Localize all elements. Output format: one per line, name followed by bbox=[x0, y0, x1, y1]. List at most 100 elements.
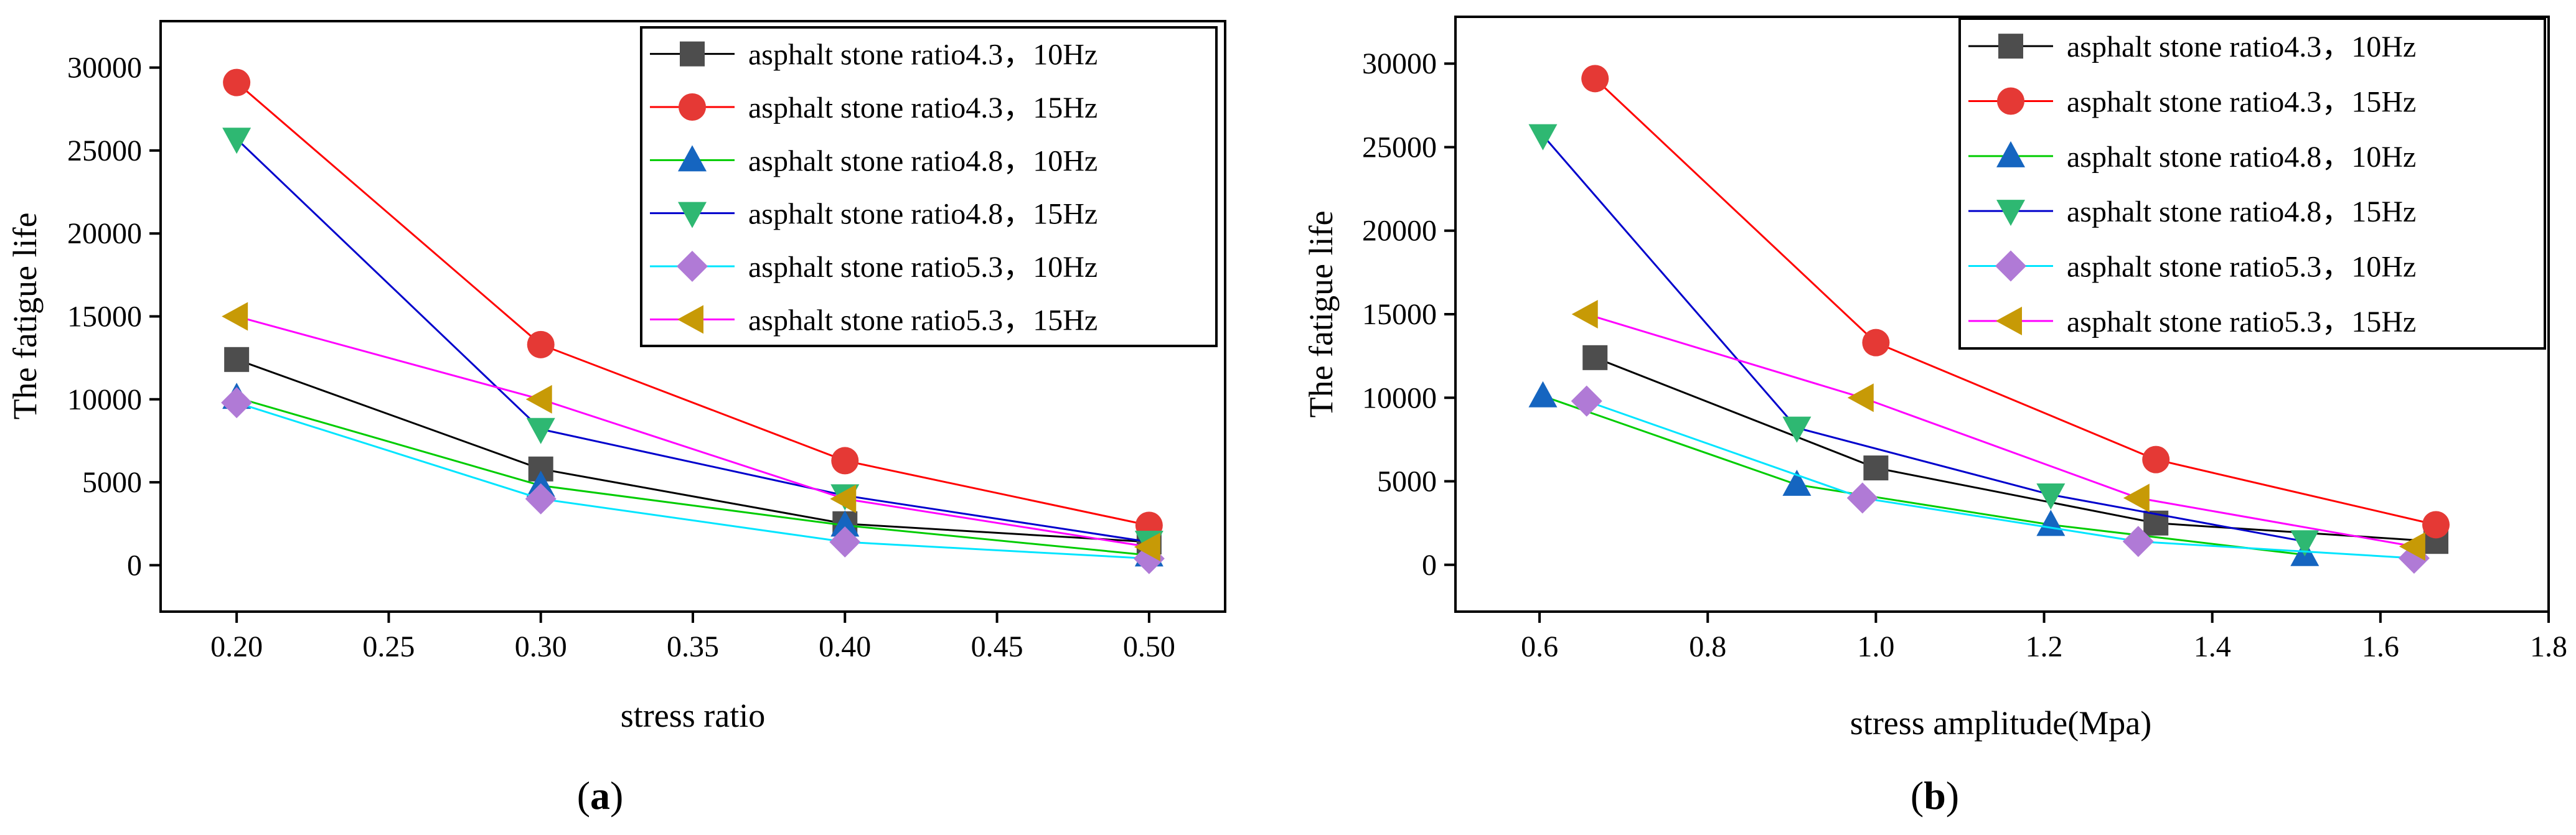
data-point bbox=[2142, 445, 2170, 473]
x-tick-label: 1.2 bbox=[2026, 630, 2063, 663]
data-point bbox=[222, 128, 251, 154]
legend-label: asphalt stone ratio5.3，15Hz bbox=[2067, 306, 2416, 338]
legend-box bbox=[640, 26, 1218, 347]
legend-marker bbox=[677, 251, 708, 282]
series-3 bbox=[1528, 381, 2320, 566]
data-point bbox=[1571, 300, 1598, 329]
legend-item: asphalt stone ratio4.3，10Hz bbox=[650, 39, 1098, 72]
y-tick-label: 5000 bbox=[1377, 465, 1437, 498]
x-tick-label: 0.35 bbox=[667, 630, 719, 663]
series-2 bbox=[223, 68, 1163, 539]
legend-label: asphalt stone ratio5.3，10Hz bbox=[748, 251, 1098, 284]
chart-panel-a: 0.20 0.25 0.30 0.35 0.40 0.45 0.50 0 5000 10000 15… bbox=[6, 20, 1226, 818]
x-tick-label: 0.30 bbox=[515, 630, 567, 663]
x-tick-label: 0.8 bbox=[1689, 630, 1726, 663]
panel-label: (b) bbox=[1911, 773, 1959, 818]
series-5 bbox=[221, 387, 1165, 574]
legend-label: asphalt stone ratio4.3，15Hz bbox=[748, 91, 1098, 124]
x-tick-label: 1.4 bbox=[2194, 630, 2231, 663]
data-point bbox=[2290, 530, 2320, 557]
legend-marker bbox=[1996, 306, 2022, 335]
x-axis-title: stress ratio bbox=[621, 697, 765, 734]
y-tick-label: 25000 bbox=[1362, 131, 1437, 164]
x-tick-label: 0.45 bbox=[971, 630, 1023, 663]
y-tick-label: 0 bbox=[127, 549, 142, 582]
legend-item: asphalt stone ratio4.3，15Hz bbox=[650, 91, 1098, 124]
series-line bbox=[236, 401, 1149, 560]
legend-label: asphalt stone ratio4.3，10Hz bbox=[2067, 30, 2416, 63]
series-line bbox=[1542, 134, 2305, 543]
x-axis-title: stress amplitude(Mpa) bbox=[1850, 704, 2151, 742]
legend-marker bbox=[1998, 34, 2023, 59]
legend-item: asphalt stone ratio4.8，10Hz bbox=[650, 144, 1098, 177]
series-line bbox=[1586, 400, 2414, 559]
y-tick-label: 0 bbox=[1422, 549, 1437, 582]
panel-label: (a) bbox=[577, 773, 624, 818]
series-line bbox=[1586, 313, 2415, 548]
series-6 bbox=[222, 302, 1160, 562]
series-line bbox=[236, 396, 1150, 556]
legend-box bbox=[1958, 17, 2546, 350]
data-point bbox=[1847, 383, 1874, 413]
legend-marker bbox=[679, 93, 706, 121]
series-line bbox=[236, 315, 1150, 548]
legend-label: asphalt stone ratio4.8，10Hz bbox=[748, 144, 1098, 177]
series-line bbox=[1594, 357, 2437, 543]
legend-marker bbox=[680, 41, 705, 67]
x-tick-label: 1.6 bbox=[2362, 630, 2399, 663]
x-tick-label: 0.40 bbox=[819, 630, 871, 663]
y-tick-label: 5000 bbox=[82, 466, 142, 499]
data-point bbox=[1571, 385, 1602, 417]
y-tick-label: 10000 bbox=[67, 383, 142, 416]
legend-marker bbox=[677, 305, 703, 334]
series-3 bbox=[222, 383, 1163, 567]
chart-panel-b: 0.6 0.8 1.0 1.2 1.4 1.6 1.8 0 5000 10000 15000 2000… bbox=[1302, 16, 2567, 818]
legend: asphalt stone ratio4.3，10Hz asphalt stone… bbox=[640, 26, 1218, 347]
x-tick-label: 0.50 bbox=[1123, 630, 1175, 663]
legend-marker bbox=[678, 202, 707, 228]
data-point bbox=[223, 68, 251, 96]
y-axis-title: The fatigue life bbox=[1302, 211, 1340, 418]
data-point bbox=[1862, 329, 1890, 357]
data-point bbox=[222, 302, 248, 331]
y-tick-label: 15000 bbox=[67, 301, 142, 334]
series-6 bbox=[1571, 300, 2425, 561]
legend-item: asphalt stone ratio4.3，15Hz bbox=[1968, 86, 2416, 119]
legend-label: asphalt stone ratio5.3，15Hz bbox=[748, 304, 1098, 337]
legend-item: asphalt stone ratio4.8，10Hz bbox=[1968, 141, 2416, 174]
legend-label: asphalt stone ratio5.3，10Hz bbox=[2067, 251, 2416, 284]
legend-label: asphalt stone ratio4.3，15Hz bbox=[2067, 86, 2416, 119]
y-tick-label: 10000 bbox=[1362, 381, 1437, 414]
y-tick-label: 25000 bbox=[67, 134, 142, 167]
data-point bbox=[221, 387, 253, 419]
data-point bbox=[526, 418, 555, 444]
data-point bbox=[1782, 469, 1812, 496]
data-point bbox=[2123, 483, 2150, 513]
legend-item: asphalt stone ratio4.8，15Hz bbox=[1968, 195, 2416, 228]
data-point bbox=[2036, 483, 2066, 510]
series-2 bbox=[1581, 65, 2450, 539]
series-line bbox=[1542, 395, 2305, 556]
data-point bbox=[2422, 511, 2450, 539]
y-tick-label: 30000 bbox=[67, 52, 142, 85]
series-line bbox=[1594, 78, 2437, 526]
data-point bbox=[2399, 532, 2425, 561]
data-point bbox=[224, 347, 250, 372]
legend-marker bbox=[1997, 87, 2024, 115]
data-point bbox=[1581, 65, 1609, 93]
x-tick-label: 0.25 bbox=[362, 630, 415, 663]
data-point bbox=[1582, 345, 1608, 370]
data-point bbox=[1528, 381, 1558, 408]
y-tick-label: 20000 bbox=[67, 217, 142, 250]
data-point bbox=[1863, 455, 1889, 481]
data-point bbox=[525, 385, 552, 414]
series-line bbox=[236, 82, 1150, 526]
legend-marker bbox=[678, 145, 707, 172]
legend-label: asphalt stone ratio4.8，15Hz bbox=[2067, 195, 2416, 228]
legend-item: asphalt stone ratio5.3，10Hz bbox=[650, 251, 1098, 284]
y-tick-label: 20000 bbox=[1362, 215, 1437, 248]
legend-marker bbox=[1995, 250, 2026, 282]
x-tick-label: 0.6 bbox=[1521, 630, 1558, 663]
series-line bbox=[236, 358, 1149, 543]
